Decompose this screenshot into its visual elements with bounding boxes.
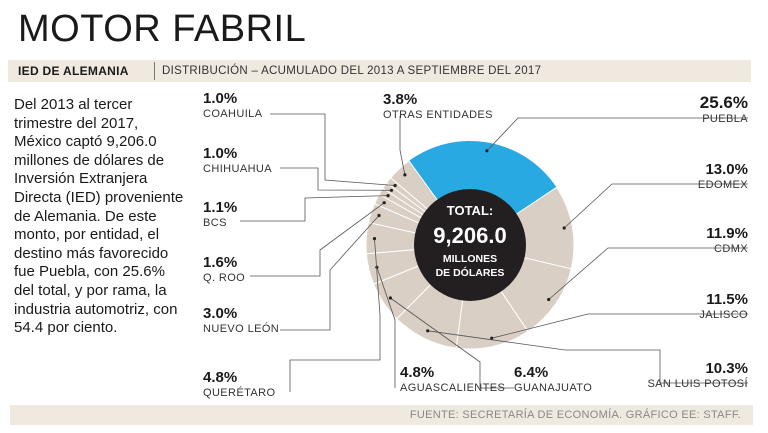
leader-dot-queretaro xyxy=(372,237,377,241)
percent-san-luis-potosi: 10.3% xyxy=(705,360,748,377)
percent-cdmx: 11.9% xyxy=(706,225,748,242)
leader-queretaro xyxy=(289,238,381,392)
percent-jalisco: 11.5% xyxy=(706,291,748,308)
leader-aguascalientes xyxy=(376,267,396,388)
percent-queretaro: 4.8% xyxy=(203,369,237,386)
leader-guanajuato xyxy=(390,297,514,389)
leader-edomex xyxy=(563,183,748,229)
percent-guanajuato: 6.4% xyxy=(514,364,548,381)
leader-chihuahua xyxy=(280,167,392,191)
center-unit-line1: MILLONES xyxy=(443,253,497,265)
footer-bar: FUENTE: SECRETARÍA DE ECONOMÍA. GRÁFICO … xyxy=(10,405,753,425)
percent-aguascalientes: 4.8% xyxy=(400,364,434,381)
label-jalisco: JALISCO xyxy=(699,309,748,321)
percent-puebla: 25.6% xyxy=(700,93,748,112)
percent-bcs: 1.1% xyxy=(203,199,237,216)
leader-jalisco xyxy=(491,313,748,339)
percent-edomex: 13.0% xyxy=(705,161,748,178)
label-cdmx: CDMX xyxy=(714,243,748,255)
leader-dot-otras-entidades xyxy=(403,173,407,177)
center-circle xyxy=(414,189,526,301)
body-paragraph: Del 2013 al tercer trimestre del 2017, M… xyxy=(14,96,184,337)
leader-dot-q-roo xyxy=(382,201,386,205)
leader-coahuila xyxy=(270,113,396,186)
leader-dot-san-luis-potosi xyxy=(426,329,430,333)
label-queretaro: QUERÉTARO xyxy=(203,386,276,399)
leader-dot-coahuila xyxy=(393,183,397,188)
percent-nuevo-leon: 3.0% xyxy=(203,305,237,322)
leader-dot-chihuahua xyxy=(389,188,394,192)
label-puebla: PUEBLA xyxy=(702,113,748,125)
label-san-luis-potosi: SAN LUIS POTOSÍ xyxy=(647,377,748,390)
chart-title: MOTOR FABRIL xyxy=(18,8,307,50)
leader-dot-edomex xyxy=(562,226,566,230)
leader-bcs xyxy=(240,195,389,222)
label-bcs: BCS xyxy=(203,217,227,229)
leader-dot-puebla xyxy=(485,149,489,153)
label-coahuila: COAHUILA xyxy=(203,108,263,120)
leader-group xyxy=(240,113,748,392)
leader-q-roo xyxy=(250,202,385,277)
leader-dot-cdmx xyxy=(547,297,551,302)
label-nuevo-leon: NUEVO LEÓN xyxy=(203,322,279,335)
leader-dot-guanajuato xyxy=(388,296,392,300)
leader-otras-entidades xyxy=(399,116,406,175)
leader-cdmx xyxy=(548,247,748,300)
center-unit-line2: DE DÓLARES xyxy=(436,266,505,279)
percent-q-roo: 1.6% xyxy=(203,254,237,271)
label-guanajuato: GUANAJUATO xyxy=(514,382,592,394)
center-total-label: TOTAL: xyxy=(447,203,493,218)
label-edomex: EDOMEX xyxy=(698,179,748,191)
leader-puebla xyxy=(486,117,748,152)
percent-chihuahua: 1.0% xyxy=(203,145,237,162)
percent-coahuila: 1.0% xyxy=(203,90,237,107)
label-group: 25.6%PUEBLA 13.0%EDOMEX 11.9%CDMX 11.5%JALI… xyxy=(203,90,748,399)
leader-dot-nuevo-leon xyxy=(377,213,381,218)
leader-dot-bcs xyxy=(386,194,390,198)
label-otras-entidades: OTRAS ENTIDADES xyxy=(383,109,493,121)
leader-nuevo-leon xyxy=(280,215,380,331)
label-aguascalientes: AGUASCALIENTES xyxy=(400,382,505,394)
leader-san-luis-potosi xyxy=(427,330,748,384)
subtitle-tag: IED DE ALEMANIA xyxy=(18,64,129,78)
label-chihuahua: CHIHUAHUA xyxy=(203,163,272,175)
subtitle-bar: IED DE ALEMANIA DISTRIBUCIÓN – ACUMULADO… xyxy=(8,60,751,82)
leader-dot-jalisco xyxy=(490,336,494,340)
percent-otras-entidades: 3.8% xyxy=(383,91,417,108)
subtitle-divider xyxy=(154,62,155,80)
center-total-value: 9,206.0 xyxy=(433,223,506,248)
source-credit: FUENTE: SECRETARÍA DE ECONOMÍA. GRÁFICO … xyxy=(409,409,741,421)
subtitle-description: DISTRIBUCIÓN – ACUMULADO DEL 2013 A SEPT… xyxy=(162,65,542,77)
label-q-roo: Q. ROO xyxy=(203,272,245,284)
